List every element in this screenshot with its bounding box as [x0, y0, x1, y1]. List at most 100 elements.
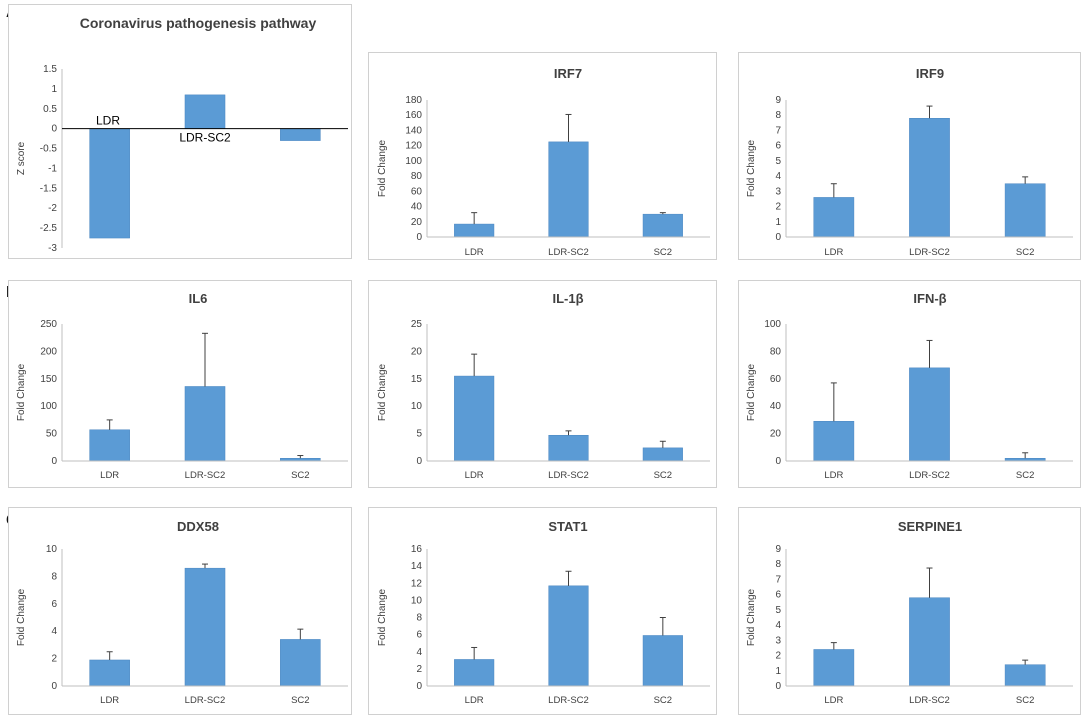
chart-b-ytick-label: 20 — [411, 217, 423, 228]
chart-e-ylabel: Fold Change — [377, 363, 388, 421]
chart-a-ytick-label: -3 — [48, 243, 57, 254]
chart-c-ytick-label: 2 — [775, 202, 781, 213]
chart-i-bar — [1004, 664, 1046, 687]
chart-h-category-label: LDR — [465, 695, 484, 706]
chart-g-category-label: LDR-SC2 — [185, 695, 226, 706]
chart-c-bar — [1004, 183, 1046, 238]
chart-b-category-label: LDR-SC2 — [548, 247, 589, 258]
chart-h-ylabel: Fold Change — [377, 588, 388, 646]
chart-b-ytick-label: 40 — [411, 202, 423, 213]
chart-i-ytick-label: 4 — [775, 620, 781, 631]
chart-c-ytick-label: 4 — [775, 171, 781, 182]
chart-h-ytick-label: 2 — [416, 664, 422, 675]
chart-a-bar — [184, 94, 226, 129]
chart-g-ytick-label: 8 — [51, 571, 57, 582]
chart-i-ytick-label: 8 — [775, 559, 781, 570]
chart-h-ytick-label: 0 — [416, 681, 422, 692]
chart-c-ytick-label: 1 — [775, 217, 781, 228]
chart-h-ytick-label: 10 — [411, 595, 423, 606]
chart-g-bar — [280, 639, 321, 687]
chart-a-ytick-label: -1 — [48, 163, 57, 174]
chart-d-category-label: LDR — [100, 470, 119, 481]
chart-i-category-label: LDR-SC2 — [909, 695, 950, 706]
chart-i-category-label: LDR — [824, 695, 843, 706]
chart-h-ytick-label: 8 — [416, 613, 422, 624]
chart-i-ylabel: Fold Change — [746, 588, 757, 646]
chart-f-ytick-label: 0 — [775, 456, 781, 467]
chart-i-category-label: SC2 — [1016, 695, 1034, 706]
chart-d-bar — [184, 386, 226, 462]
chart-i-ytick-label: 7 — [775, 574, 781, 585]
chart-e-category-label: LDR — [465, 470, 484, 481]
chart-i-ytick-label: 0 — [775, 681, 781, 692]
chart-e-bar — [642, 447, 683, 462]
chart-a-ytick-label: 1 — [51, 84, 57, 95]
chart-c-category-label: SC2 — [1016, 247, 1034, 258]
chart-c-bar — [813, 197, 855, 238]
chart-a-ytick-label: -2 — [48, 203, 57, 214]
chart-d-ytick-label: 50 — [46, 429, 58, 440]
chart-a-category-label: LDR — [96, 114, 120, 128]
chart-g-ytick-label: 2 — [51, 654, 57, 665]
chart-e-title: IL-1β — [552, 291, 583, 306]
chart-c-ytick-label: 8 — [775, 110, 781, 121]
chart-c-title: IRF9 — [916, 66, 944, 81]
chart-f-ytick-label: 60 — [770, 374, 782, 385]
chart-f-ylabel: Fold Change — [746, 363, 757, 421]
chart-h-ytick-label: 14 — [411, 561, 423, 572]
chart-g-ytick-label: 6 — [51, 599, 57, 610]
chart-a-ylabel: Z score — [16, 141, 27, 175]
chart-d-category-label: LDR-SC2 — [185, 470, 226, 481]
chart-i-ytick-label: 5 — [775, 605, 781, 616]
chart-e-ytick-label: 20 — [411, 346, 423, 357]
chart-d-ytick-label: 150 — [40, 374, 57, 385]
chart-f-bar — [909, 367, 950, 462]
chart-b-title: IRF7 — [554, 66, 582, 81]
chart-h-ytick-label: 4 — [416, 647, 422, 658]
chart-e-ytick-label: 10 — [411, 401, 423, 412]
chart-a-ytick-label: -1.5 — [40, 183, 58, 194]
chart-e-bar — [548, 434, 589, 462]
chart-b-category-label: LDR — [465, 247, 484, 258]
chart-i-ytick-label: 3 — [775, 635, 781, 646]
chart-d-ytick-label: 200 — [40, 346, 57, 357]
chart-g-category-label: LDR — [100, 695, 119, 706]
chart-h-ytick-label: 6 — [416, 630, 422, 641]
chart-h-title: STAT1 — [548, 519, 587, 534]
chart-g-ytick-label: 10 — [46, 544, 58, 555]
chart-e-bar — [454, 375, 495, 462]
chart-b-ytick-label: 80 — [411, 171, 423, 182]
chart-a-bar — [280, 128, 321, 141]
chart-b-ytick-label: 180 — [405, 95, 422, 106]
chart-a-ytick-label: -0.5 — [40, 144, 58, 155]
chart-b-bar — [548, 141, 589, 238]
chart-d-title: IL6 — [189, 291, 208, 306]
chart-b-bar — [642, 213, 683, 238]
chart-c-ylabel: Fold Change — [746, 139, 757, 197]
chart-i-bar — [813, 649, 855, 687]
chart-b-ytick-label: 0 — [416, 232, 422, 243]
chart-e-ytick-label: 15 — [411, 374, 423, 385]
chart-d-bar — [89, 429, 130, 462]
chart-e-ytick-label: 5 — [416, 429, 422, 440]
chart-f-ytick-label: 80 — [770, 346, 782, 357]
chart-e-category-label: LDR-SC2 — [548, 470, 589, 481]
chart-c-ytick-label: 3 — [775, 186, 781, 197]
chart-a-bar — [89, 128, 130, 239]
chart-a-ytick-label: -2.5 — [40, 223, 58, 234]
chart-d-ytick-label: 250 — [40, 319, 57, 330]
chart-b-ytick-label: 140 — [405, 125, 422, 136]
chart-c-ytick-label: 5 — [775, 156, 781, 167]
chart-a-ytick-label: 0.5 — [43, 104, 57, 115]
chart-f-category-label: LDR — [824, 470, 843, 481]
chart-h-category-label: LDR-SC2 — [548, 695, 589, 706]
chart-d-ytick-label: 0 — [51, 456, 57, 467]
chart-a-ytick-label: 0 — [51, 124, 57, 135]
chart-i-ytick-label: 6 — [775, 590, 781, 601]
chart-h-ytick-label: 12 — [411, 578, 423, 589]
chart-b-ytick-label: 100 — [405, 156, 422, 167]
chart-f-ytick-label: 40 — [770, 401, 782, 412]
chart-i-ytick-label: 2 — [775, 651, 781, 662]
chart-c-ytick-label: 7 — [775, 125, 781, 136]
